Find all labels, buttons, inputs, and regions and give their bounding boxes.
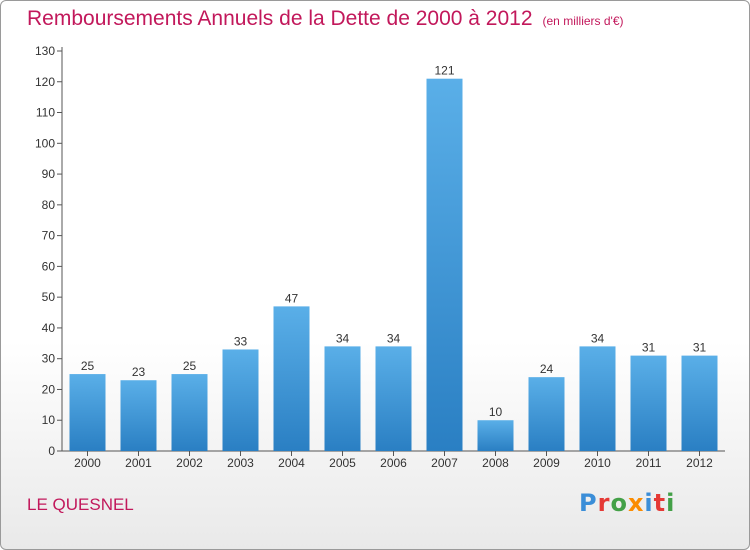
- y-tick-label: 100: [35, 136, 55, 150]
- bar: [222, 349, 259, 451]
- logo-letter: r: [597, 489, 611, 517]
- x-tick-label: 2000: [74, 456, 101, 470]
- bar: [120, 380, 157, 451]
- y-tick-label: 20: [42, 382, 56, 396]
- data-label: 31: [693, 341, 707, 355]
- data-label: 24: [540, 362, 554, 376]
- y-tick-label: 40: [42, 321, 56, 335]
- proxiti-logo[interactable]: Proxiti: [579, 489, 675, 517]
- x-tick-label: 2011: [636, 456, 662, 470]
- chart-title: Remboursements Annuels de la Dette de 20…: [27, 7, 624, 31]
- logo-letter: i: [644, 489, 654, 517]
- y-tick-label: 50: [42, 290, 56, 304]
- y-tick-label: 30: [42, 352, 56, 366]
- y-tick-label: 0: [48, 444, 55, 458]
- logo-letter: t: [653, 489, 667, 517]
- bar: [426, 78, 463, 451]
- x-tick-label: 2002: [176, 456, 203, 470]
- y-tick-label: 10: [42, 413, 56, 427]
- bar: [630, 355, 667, 451]
- y-tick-label: 120: [35, 75, 55, 89]
- y-tick-label: 110: [36, 106, 55, 120]
- x-tick-label: 2008: [482, 456, 509, 470]
- data-label: 10: [489, 405, 503, 419]
- data-label: 34: [591, 331, 605, 345]
- place-name: LE QUESNEL: [27, 495, 134, 514]
- bar: [375, 346, 412, 451]
- data-label: 23: [132, 365, 146, 379]
- bar: [477, 420, 514, 451]
- bar: [579, 346, 616, 451]
- logo-letter: P: [579, 489, 598, 517]
- bar: [324, 346, 361, 451]
- x-tick-label: 2003: [227, 456, 254, 470]
- x-tick-label: 2001: [125, 456, 152, 470]
- x-tick-label: 2010: [584, 456, 611, 470]
- bar: [681, 355, 718, 451]
- bar: [528, 377, 565, 451]
- y-tick-label: 90: [42, 167, 56, 181]
- logo-letter: x: [627, 489, 645, 517]
- x-tick-label: 2007: [431, 456, 458, 470]
- data-label: 34: [387, 331, 401, 345]
- y-tick-label: 60: [42, 259, 56, 273]
- logo-letter: o: [610, 489, 628, 517]
- y-tick-label: 80: [42, 198, 56, 212]
- data-label: 121: [434, 64, 454, 78]
- y-tick-label: 130: [35, 44, 55, 58]
- chart-unit-text: (en milliers d'€): [542, 14, 624, 28]
- logo-letter: i: [666, 489, 676, 517]
- data-label: 33: [234, 334, 248, 348]
- x-tick-label: 2012: [686, 456, 713, 470]
- x-tick-label: 2004: [278, 456, 305, 470]
- bar: [69, 374, 106, 451]
- data-label: 25: [81, 359, 95, 373]
- data-label: 31: [642, 341, 656, 355]
- data-label: 34: [336, 331, 350, 345]
- data-label: 47: [285, 291, 299, 305]
- bar: [273, 306, 310, 451]
- bar: [171, 374, 208, 451]
- data-label: 25: [183, 359, 197, 373]
- x-tick-label: 2009: [533, 456, 560, 470]
- x-tick-label: 2005: [329, 456, 356, 470]
- y-tick-label: 70: [42, 229, 56, 243]
- x-tick-label: 2006: [380, 456, 407, 470]
- chart-title-text: Remboursements Annuels de la Dette de 20…: [27, 7, 533, 30]
